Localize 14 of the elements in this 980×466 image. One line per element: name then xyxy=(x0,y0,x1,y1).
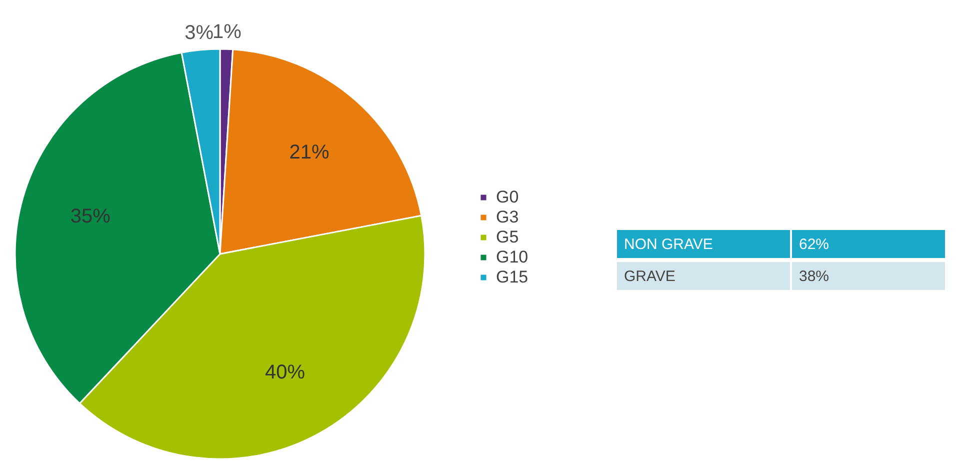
text: 38% xyxy=(799,268,830,285)
legend-label: G3 xyxy=(496,208,519,226)
data-label: 35% xyxy=(70,205,111,228)
text: GRAVE xyxy=(624,268,676,285)
data-label: 3% xyxy=(184,22,214,44)
legend-label: G0 xyxy=(496,188,519,206)
data-label: 40% xyxy=(265,361,306,384)
data-label: 21% xyxy=(289,142,330,164)
legend-label: G10 xyxy=(496,248,528,266)
text: NON GRAVE xyxy=(624,236,713,253)
legend-label: G15 xyxy=(496,268,528,286)
legend-label: G5 xyxy=(496,228,519,246)
data-label: 1% xyxy=(212,21,242,44)
text: 62% xyxy=(799,236,830,253)
